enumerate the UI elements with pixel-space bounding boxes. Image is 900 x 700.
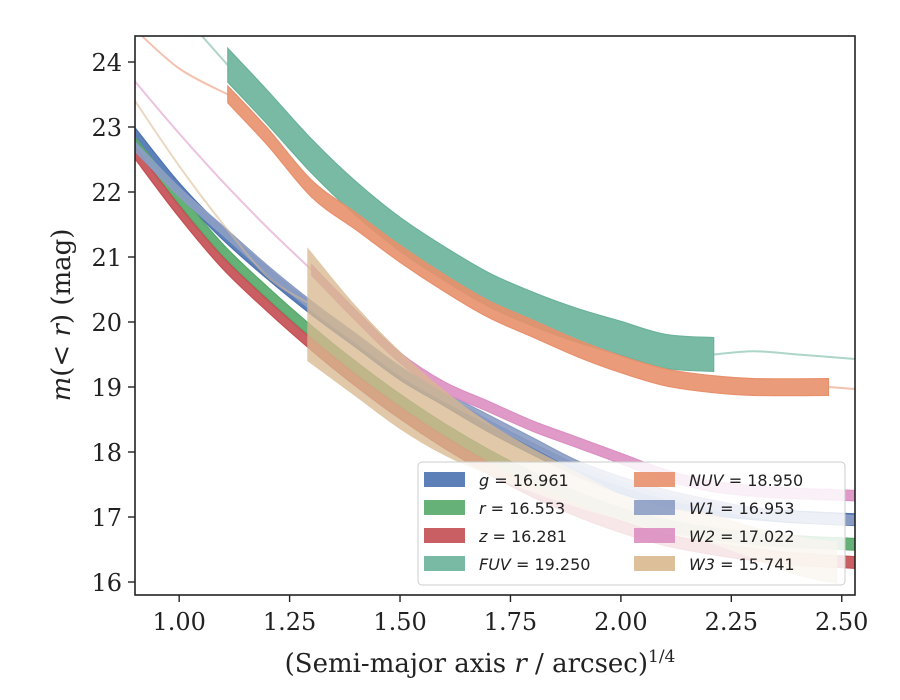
y-tick-label: 21 bbox=[91, 244, 122, 272]
legend-entry-w3: W3 = 15.741 bbox=[634, 555, 795, 574]
legend-entry-r: r = 16.553 bbox=[424, 499, 565, 518]
legend-swatch bbox=[424, 472, 465, 487]
x-tick-label: 1.00 bbox=[152, 608, 205, 636]
legend-entry-nuv: NUV = 18.950 bbox=[634, 471, 803, 490]
legend-label: W2 = 17.022 bbox=[689, 527, 795, 546]
legend-swatch bbox=[634, 528, 675, 543]
y-tick-label: 22 bbox=[91, 179, 122, 207]
legend-swatch bbox=[424, 500, 465, 515]
legend-entry-w2: W2 = 17.022 bbox=[634, 527, 795, 546]
legend-label: W3 = 15.741 bbox=[689, 555, 795, 574]
legend-entry-g: g = 16.961 bbox=[424, 471, 569, 490]
legend-box bbox=[417, 461, 846, 586]
legend-swatch bbox=[424, 528, 465, 543]
x-tick-label: 1.75 bbox=[484, 608, 537, 636]
y-tick-label: 19 bbox=[91, 374, 122, 402]
x-tick-label: 2.50 bbox=[815, 608, 868, 636]
legend-entry-z: z = 16.281 bbox=[424, 527, 567, 546]
x-tick-label: 2.00 bbox=[594, 608, 647, 636]
series-w3-head bbox=[135, 100, 308, 304]
series-nuv-tail bbox=[828, 386, 855, 390]
legend-swatch bbox=[634, 556, 675, 571]
legend-swatch bbox=[634, 472, 675, 487]
legend-label: NUV = 18.950 bbox=[689, 471, 803, 490]
legend-swatch bbox=[424, 556, 465, 571]
y-axis: 16 17 18 19 20 21 22 23 24 bbox=[91, 49, 135, 597]
y-tick-label: 24 bbox=[91, 49, 122, 77]
plot-frame bbox=[134, 35, 856, 596]
x-tick-label: 1.25 bbox=[263, 608, 316, 636]
series-fuv-tail bbox=[713, 350, 855, 360]
legend-entry-w1: W1 = 16.953 bbox=[634, 499, 795, 518]
series-w2 bbox=[135, 80, 855, 502]
series-w2-head bbox=[135, 80, 313, 271]
series-nuv bbox=[140, 36, 855, 397]
x-tick-label: 1.50 bbox=[373, 608, 426, 636]
legend-entry-fuv: FUV = 19.250 bbox=[424, 555, 590, 574]
legend-label: g = 16.961 bbox=[479, 471, 569, 490]
series-nuv-band bbox=[227, 84, 830, 397]
legend-label: r = 16.553 bbox=[479, 499, 565, 518]
x-axis-label: (Semi-major axis r / arcsec)1/4 bbox=[285, 647, 676, 679]
legend-label: W1 = 16.953 bbox=[689, 499, 795, 518]
legend: g = 16.961 r = 16.553 z = 16.281 FUV = 19.2… bbox=[417, 461, 846, 586]
x-axis: 1.00 1.25 1.50 1.75 2.00 2.25 2.50 bbox=[152, 595, 868, 636]
x-tick-label: 2.25 bbox=[705, 608, 758, 636]
legend-label: z = 16.281 bbox=[478, 527, 567, 546]
legend-label: FUV = 19.250 bbox=[479, 555, 590, 574]
series-fuv-head bbox=[200, 36, 229, 66]
y-axis-label: m(< r) (mag) bbox=[47, 229, 77, 402]
y-tick-label: 17 bbox=[91, 504, 122, 532]
y-tick-label: 23 bbox=[91, 114, 122, 142]
y-tick-label: 16 bbox=[91, 569, 122, 597]
series-nuv-head bbox=[140, 36, 229, 96]
y-tick-label: 20 bbox=[91, 309, 122, 337]
legend-swatch bbox=[634, 500, 675, 515]
series-w2-band bbox=[311, 263, 855, 502]
y-tick-label: 18 bbox=[91, 439, 122, 467]
